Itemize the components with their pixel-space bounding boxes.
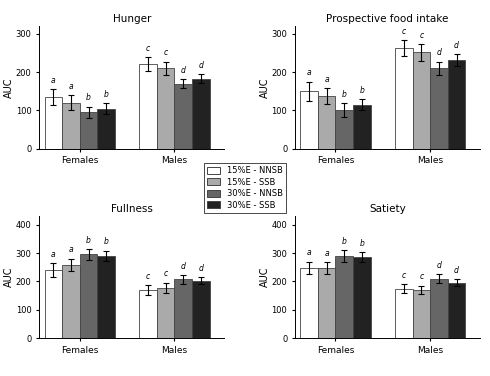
Bar bbox=[430, 279, 448, 338]
Text: a: a bbox=[307, 68, 312, 77]
Bar bbox=[80, 112, 98, 149]
Bar bbox=[448, 60, 466, 149]
Bar bbox=[80, 255, 98, 338]
Bar bbox=[336, 256, 353, 338]
Text: d: d bbox=[198, 61, 203, 70]
Bar bbox=[139, 290, 157, 338]
Bar bbox=[395, 289, 413, 338]
Y-axis label: AUC: AUC bbox=[260, 77, 270, 98]
Bar bbox=[62, 103, 80, 149]
Text: d: d bbox=[454, 41, 459, 50]
Title: Prospective food intake: Prospective food intake bbox=[326, 14, 449, 24]
Text: d: d bbox=[437, 261, 441, 270]
Bar bbox=[448, 283, 466, 338]
Bar bbox=[98, 256, 115, 338]
Text: a: a bbox=[324, 75, 329, 84]
Text: b: b bbox=[104, 89, 109, 99]
Text: c: c bbox=[164, 48, 168, 57]
Text: b: b bbox=[342, 89, 347, 99]
Text: d: d bbox=[437, 48, 441, 57]
Bar bbox=[45, 97, 62, 149]
Text: d: d bbox=[181, 66, 186, 75]
Bar bbox=[62, 265, 80, 338]
Text: a: a bbox=[51, 76, 56, 85]
Text: c: c bbox=[402, 27, 406, 36]
Y-axis label: AUC: AUC bbox=[260, 267, 270, 288]
Bar bbox=[395, 48, 413, 149]
Bar bbox=[300, 268, 318, 338]
Bar bbox=[139, 64, 157, 149]
Bar bbox=[45, 270, 62, 338]
Title: Fullness: Fullness bbox=[111, 204, 153, 214]
Text: b: b bbox=[104, 238, 109, 246]
Text: b: b bbox=[86, 93, 91, 102]
Text: d: d bbox=[198, 264, 203, 273]
Text: a: a bbox=[51, 250, 56, 259]
Text: c: c bbox=[419, 30, 423, 39]
Text: a: a bbox=[69, 82, 74, 91]
Text: b: b bbox=[86, 236, 91, 245]
Text: d: d bbox=[454, 266, 459, 275]
Text: a: a bbox=[324, 249, 329, 258]
Bar bbox=[430, 68, 448, 149]
Text: c: c bbox=[164, 269, 168, 278]
Bar bbox=[413, 290, 430, 338]
Bar bbox=[318, 268, 336, 338]
Bar bbox=[336, 110, 353, 149]
Bar bbox=[318, 96, 336, 149]
Title: Satiety: Satiety bbox=[369, 204, 406, 214]
Text: a: a bbox=[69, 246, 74, 255]
Text: b: b bbox=[360, 86, 364, 95]
Y-axis label: AUC: AUC bbox=[4, 77, 14, 98]
Bar bbox=[174, 84, 192, 149]
Bar bbox=[413, 52, 430, 149]
Bar bbox=[192, 79, 210, 149]
Bar bbox=[157, 288, 174, 338]
Bar bbox=[192, 281, 210, 338]
Bar bbox=[300, 91, 318, 149]
Text: c: c bbox=[146, 44, 150, 53]
Bar bbox=[353, 257, 370, 338]
Bar bbox=[174, 279, 192, 338]
Text: c: c bbox=[419, 273, 423, 282]
Text: a: a bbox=[307, 248, 312, 257]
Legend: 15%E - NNSB, 15%E - SSB, 30%E - NNSB, 30%E - SSB: 15%E - NNSB, 15%E - SSB, 30%E - NNSB, 30… bbox=[204, 163, 286, 213]
Text: c: c bbox=[402, 271, 406, 280]
Text: b: b bbox=[342, 237, 347, 246]
Bar bbox=[353, 105, 370, 149]
Text: c: c bbox=[146, 271, 150, 280]
Title: Hunger: Hunger bbox=[113, 14, 151, 24]
Text: d: d bbox=[181, 262, 186, 271]
Bar bbox=[98, 109, 115, 149]
Text: b: b bbox=[360, 239, 364, 248]
Y-axis label: AUC: AUC bbox=[4, 267, 14, 288]
Bar bbox=[157, 68, 174, 149]
